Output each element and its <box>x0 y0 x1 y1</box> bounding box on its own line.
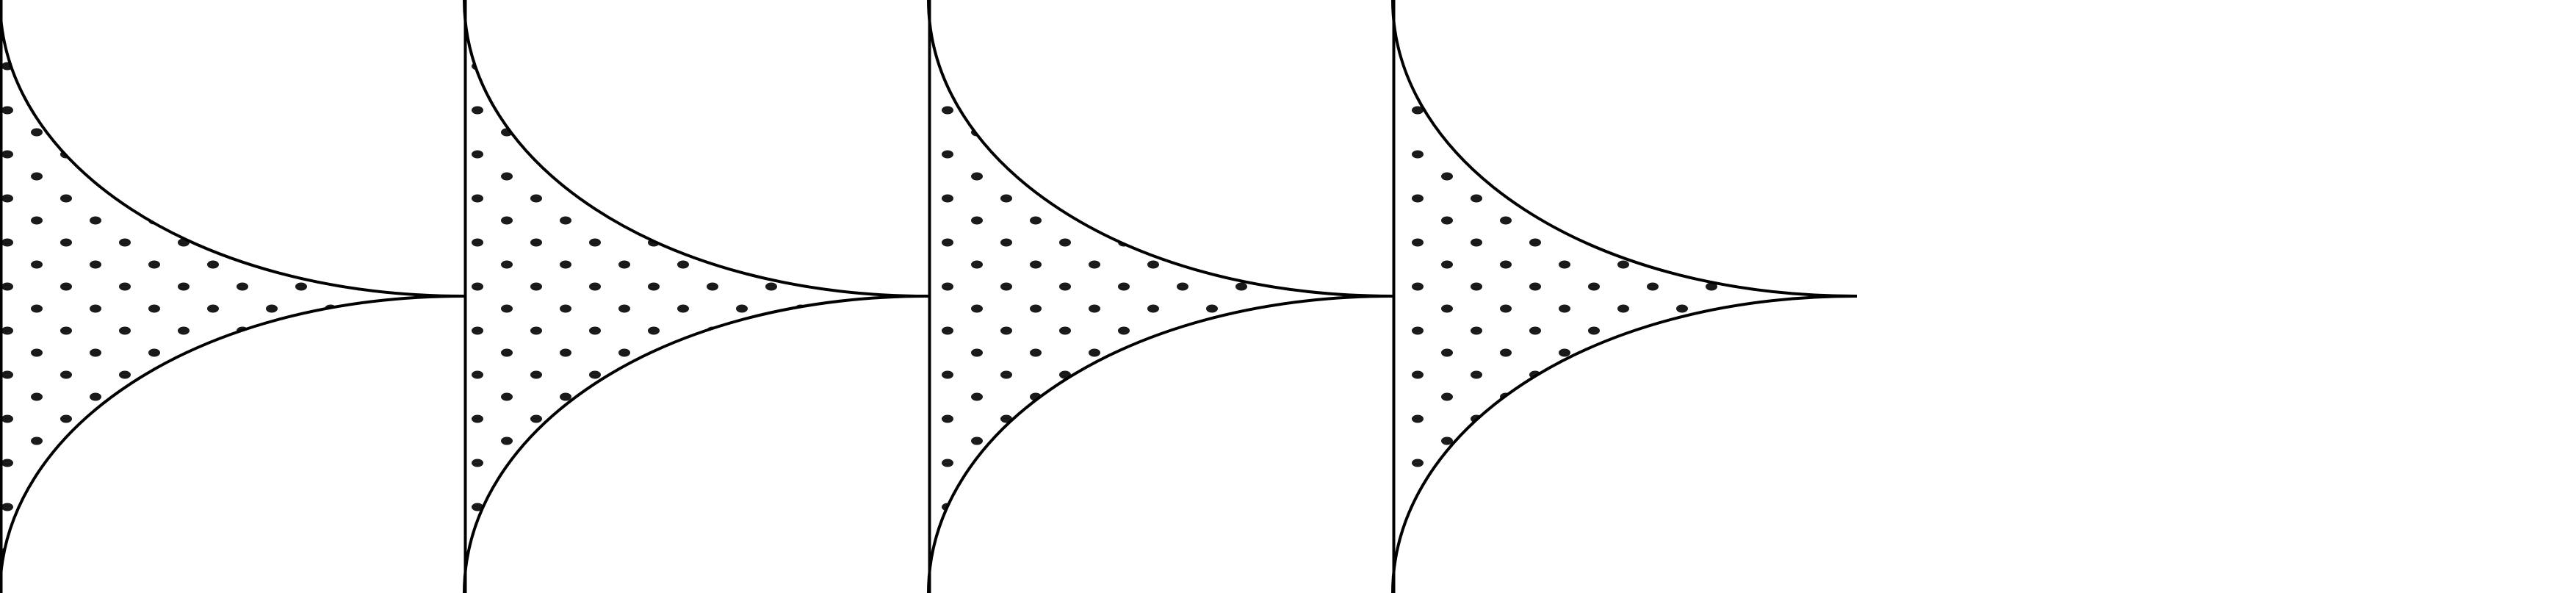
lower-arc <box>0 295 465 593</box>
dotted-region <box>928 0 1393 593</box>
lower-arc <box>1391 295 1858 593</box>
panel-4 <box>1391 0 1858 593</box>
panel-1 <box>0 0 465 593</box>
upper-arc <box>463 0 929 298</box>
upper-arc <box>1391 0 1858 298</box>
lower-arc <box>463 295 929 593</box>
dotted-region <box>0 0 464 593</box>
upper-arc <box>927 0 1393 298</box>
dotted-region <box>1393 0 1857 593</box>
panel-2 <box>463 0 929 593</box>
dotted-region <box>464 0 928 593</box>
panel-3 <box>927 0 1393 593</box>
upper-arc <box>0 0 465 298</box>
lower-arc <box>927 295 1393 593</box>
